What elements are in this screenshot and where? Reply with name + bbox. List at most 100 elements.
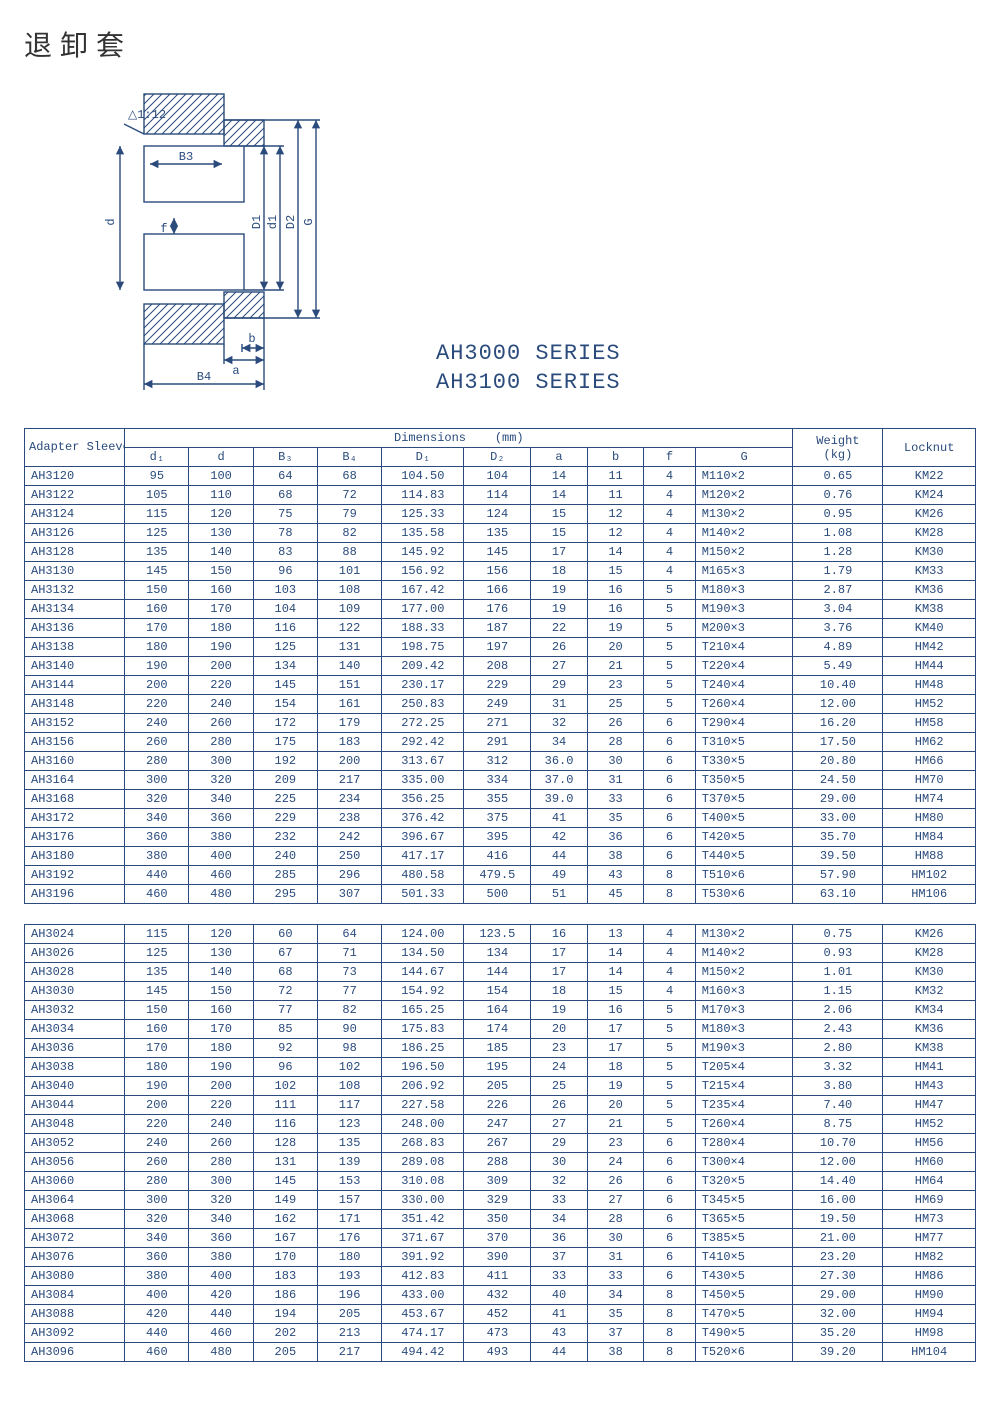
table-cell: M130×2 [695,505,793,524]
table-cell: 238 [317,809,381,828]
diagram-label-b3: B3 [179,150,193,164]
table-row: AH30241151206064124.00123.516134M130×20.… [25,925,976,944]
table-cell: 16 [587,600,644,619]
table-row: AH3160280300192200313.6731236.0306T330×5… [25,752,976,771]
table-cell: 33.00 [793,809,883,828]
table-cell: 68 [317,467,381,486]
th-dimensions: Dimensions (mm) [125,429,793,448]
table-cell: 82 [317,1001,381,1020]
table-cell: 103 [253,581,317,600]
table-cell: 157 [317,1191,381,1210]
table-cell: 19 [531,1001,588,1020]
table-cell: 100 [189,467,253,486]
table-cell: 260 [189,1134,253,1153]
table-cell: AH3072 [25,1229,125,1248]
table-cell: KM34 [883,1001,976,1020]
table-cell: 22 [531,619,588,638]
table-cell: 170 [189,600,253,619]
diagram-label-f: f [160,222,167,236]
table-cell: 19.50 [793,1210,883,1229]
table-cell: 312 [464,752,531,771]
table-cell: M190×3 [695,1039,793,1058]
table-cell: 68 [253,486,317,505]
table-cell: 3.32 [793,1058,883,1077]
th-dim-col: b [587,448,644,467]
table-cell: AH3080 [25,1267,125,1286]
table-cell: 174 [464,1020,531,1039]
table-cell: 35.20 [793,1324,883,1343]
table-cell: AH3036 [25,1039,125,1058]
th-adapter-sleeve: Adapter Sleeve [25,429,125,467]
table-cell: 440 [125,1324,189,1343]
table-cell: 195 [464,1058,531,1077]
table-cell: 170 [125,619,189,638]
table-cell: KM30 [883,963,976,982]
table-cell: HM104 [883,1343,976,1362]
table-cell: 432 [464,1286,531,1305]
table-cell: AH3120 [25,467,125,486]
table-cell: 172 [253,714,317,733]
table-cell: 44 [531,1343,588,1362]
table-cell: 134 [464,944,531,963]
table-cell: 43 [587,866,644,885]
table-cell: 31 [587,771,644,790]
table-cell: 15 [587,562,644,581]
table-cell: 433.00 [382,1286,464,1305]
table-cell: 145 [253,676,317,695]
table-cell: AH3152 [25,714,125,733]
table-cell: HM73 [883,1210,976,1229]
table-cell: 128 [253,1134,317,1153]
table-cell: KM24 [883,486,976,505]
table-cell: 19 [587,619,644,638]
table-cell: 29.00 [793,790,883,809]
table-cell: 360 [189,809,253,828]
table-cell: HM88 [883,847,976,866]
table-cell: 131 [317,638,381,657]
table-cell: 12.00 [793,695,883,714]
table-cell: AH3038 [25,1058,125,1077]
table-cell: HM43 [883,1077,976,1096]
table-cell: 6 [644,1229,695,1248]
table-cell: 205 [253,1343,317,1362]
table-cell: 0.76 [793,486,883,505]
table-row: AH3136170180116122188.3318722195M200×33.… [25,619,976,638]
table-cell: 23 [587,1134,644,1153]
table-cell: 162 [253,1210,317,1229]
table-cell: 30 [587,752,644,771]
table-cell: 72 [317,486,381,505]
table-cell: 320 [189,771,253,790]
table-cell: 14 [531,486,588,505]
table-cell: 6 [644,771,695,790]
table-row: AH3096460480205217494.4249344388T520×639… [25,1343,976,1362]
table-cell: T440×5 [695,847,793,866]
table-cell: 268.83 [382,1134,464,1153]
table-cell: T530×6 [695,885,793,904]
table-cell: 234 [317,790,381,809]
table-cell: 135 [317,1134,381,1153]
table-cell: 391.92 [382,1248,464,1267]
table-cell: 20.80 [793,752,883,771]
table-cell: 67 [253,944,317,963]
table-cell: 188.33 [382,619,464,638]
table-cell: 14.40 [793,1172,883,1191]
table-cell: 40 [531,1286,588,1305]
table-cell: HM47 [883,1096,976,1115]
table-cell: 375 [464,809,531,828]
table-cell: T420×5 [695,828,793,847]
table-cell: 92 [253,1039,317,1058]
table-cell: 227.58 [382,1096,464,1115]
table-cell: 125 [125,944,189,963]
table-cell: 14 [587,944,644,963]
table-cell: AH3192 [25,866,125,885]
table-cell: 310.08 [382,1172,464,1191]
table-cell: 0.95 [793,505,883,524]
table-cell: 0.75 [793,925,883,944]
table-cell: 8 [644,885,695,904]
table-cell: 34 [531,1210,588,1229]
dimensions-table-2: AH30241151206064124.00123.516134M130×20.… [24,924,976,1362]
page-title: 退卸套 [24,24,976,64]
table-cell: 51 [531,885,588,904]
table-cell: 242 [317,828,381,847]
table-cell: 105 [125,486,189,505]
table-cell: 220 [125,1115,189,1134]
